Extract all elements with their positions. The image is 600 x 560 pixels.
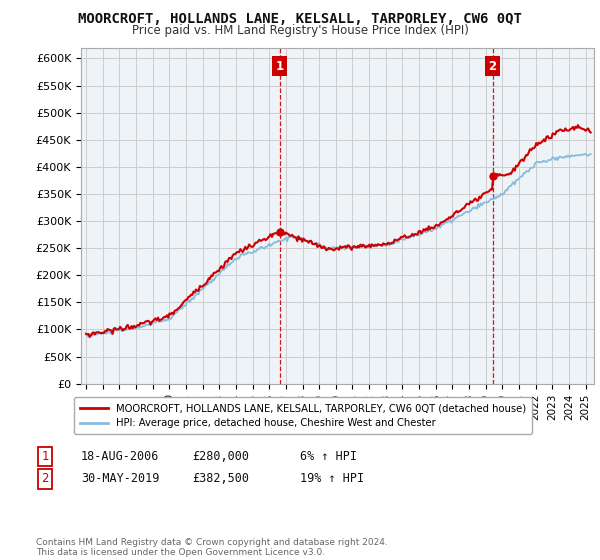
Text: 1: 1 (41, 450, 49, 463)
Legend: MOORCROFT, HOLLANDS LANE, KELSALL, TARPORLEY, CW6 0QT (detached house), HPI: Ave: MOORCROFT, HOLLANDS LANE, KELSALL, TARPO… (74, 397, 532, 435)
Text: 30-MAY-2019: 30-MAY-2019 (81, 472, 160, 486)
Text: 6% ↑ HPI: 6% ↑ HPI (300, 450, 357, 463)
Text: £382,500: £382,500 (192, 472, 249, 486)
Text: 1: 1 (275, 59, 284, 73)
Text: 19% ↑ HPI: 19% ↑ HPI (300, 472, 364, 486)
Text: MOORCROFT, HOLLANDS LANE, KELSALL, TARPORLEY, CW6 0QT: MOORCROFT, HOLLANDS LANE, KELSALL, TARPO… (78, 12, 522, 26)
Text: Contains HM Land Registry data © Crown copyright and database right 2024.
This d: Contains HM Land Registry data © Crown c… (36, 538, 388, 557)
Text: 18-AUG-2006: 18-AUG-2006 (81, 450, 160, 463)
Text: Price paid vs. HM Land Registry's House Price Index (HPI): Price paid vs. HM Land Registry's House … (131, 24, 469, 36)
Text: 2: 2 (488, 59, 497, 73)
Text: 2: 2 (41, 472, 49, 486)
Text: £280,000: £280,000 (192, 450, 249, 463)
